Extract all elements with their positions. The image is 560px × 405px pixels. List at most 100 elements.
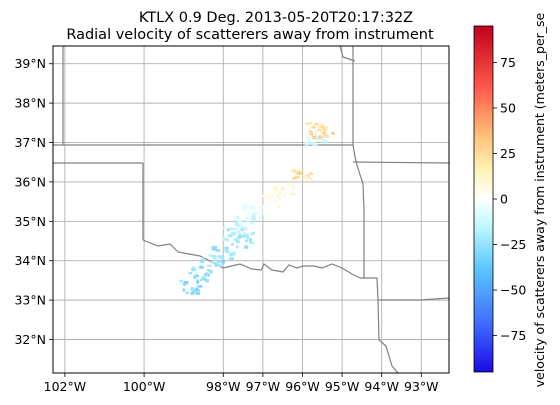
title-line-1: KTLX 0.9 Deg. 2013-05-20T20:17:32Z [139, 10, 413, 26]
lon-tick-label: 97°W [246, 379, 281, 394]
lon-tick-label: 96°W [285, 379, 320, 394]
echo-pixel [243, 232, 246, 235]
echo-pixel [272, 186, 277, 190]
echo-cluster [242, 203, 267, 219]
echo-pixel [308, 137, 312, 139]
border-red-river [142, 239, 361, 279]
echo-pixel [312, 143, 316, 146]
echo-pixel [183, 282, 187, 286]
lat-tick-label: 35°N [14, 214, 46, 229]
echo-pixel [197, 285, 203, 288]
echo-pixel [304, 142, 309, 146]
echo-pixel [268, 199, 272, 203]
echo-pixel [307, 122, 313, 125]
echo-cluster [304, 132, 330, 149]
echo-pixel [215, 249, 220, 252]
echo-pixel [251, 214, 256, 219]
echo-cluster [200, 254, 225, 268]
echo-pixel [260, 213, 265, 215]
echo-pixel [214, 262, 219, 266]
echo-pixel [269, 196, 273, 198]
echo-pixel [244, 245, 249, 249]
echo-pixel [240, 228, 244, 231]
echo-pixel [205, 279, 209, 283]
echo-pixel [192, 289, 196, 294]
echo-pixel [236, 245, 239, 249]
echo-pixel [204, 278, 207, 282]
echo-pixel [243, 210, 249, 214]
echo-pixel [185, 292, 189, 294]
echo-pixel [281, 194, 286, 198]
colorbar-tick-label: 50 [500, 100, 516, 115]
echo-pixel [322, 141, 326, 145]
echo-pixel [301, 167, 304, 171]
echo-cluster [222, 226, 246, 242]
echo-pixel [241, 235, 247, 238]
lat-tick-label: 32°N [14, 332, 46, 347]
colorbar-tick-label: 75 [500, 55, 516, 70]
echo-pixel [297, 171, 302, 175]
echo-pixel [309, 173, 314, 175]
echo-pixel [229, 234, 233, 237]
echo-pixel [259, 210, 265, 214]
border-ar-tx [360, 277, 399, 373]
echo-pixel [314, 132, 318, 136]
echo-pixel [246, 219, 251, 224]
echo-pixel [199, 265, 204, 269]
echo-pixel [290, 185, 296, 190]
echo-pixel [322, 137, 327, 141]
echo-pixel [197, 285, 200, 288]
echo-pixel [325, 140, 330, 143]
echo-pixel [273, 200, 278, 203]
lat-tick-label: 36°N [14, 174, 46, 189]
echo-cluster [291, 167, 314, 183]
echo-pixel [311, 132, 314, 136]
echo-pixel [305, 137, 309, 139]
echo-pixel [182, 288, 186, 292]
echo-pixel [282, 189, 287, 191]
echo-pixel [213, 256, 216, 259]
echo-pixel [235, 240, 238, 243]
echo-pixel [296, 170, 300, 173]
echo-pixel [321, 128, 325, 131]
echo-pixel [196, 280, 199, 284]
echo-pixel [204, 273, 207, 276]
echo-pixel [211, 255, 217, 258]
echo-pixel [306, 177, 311, 179]
echo-pixel [240, 221, 243, 226]
echo-pixel [191, 268, 197, 272]
echo-cluster [179, 279, 203, 295]
echo-pixel [322, 131, 327, 136]
echo-pixel [221, 259, 225, 264]
echo-pixel [259, 216, 263, 219]
echo-pixel [253, 211, 258, 215]
echo-pixel [274, 187, 278, 190]
echo-pixel [317, 128, 322, 131]
echo-pixel [262, 194, 267, 197]
echo-pixel [229, 258, 234, 261]
border-ar-north [352, 161, 449, 164]
echo-pixel [233, 216, 238, 220]
radar-echoes [179, 122, 335, 295]
echo-pixel [249, 238, 252, 242]
echo-pixel [229, 227, 234, 231]
echo-pixel [231, 242, 234, 246]
map-panel [52, 45, 450, 374]
echo-pixel [214, 255, 219, 257]
echo-pixel [231, 231, 236, 236]
echo-pixel [266, 195, 271, 199]
echo-pixel [324, 134, 329, 138]
echo-pixel [264, 195, 267, 198]
echo-pixel [226, 228, 230, 232]
echo-pixel [291, 192, 296, 195]
echo-pixel [207, 269, 211, 272]
echo-pixel [251, 218, 257, 221]
lon-tick-label: 102°W [44, 379, 86, 394]
echo-pixel [257, 196, 263, 201]
echo-pixel [278, 191, 283, 194]
echo-pixel [194, 274, 199, 278]
echo-pixel [242, 204, 246, 208]
colorbar-tick-label: −25 [500, 237, 526, 252]
echo-pixel [237, 223, 243, 228]
